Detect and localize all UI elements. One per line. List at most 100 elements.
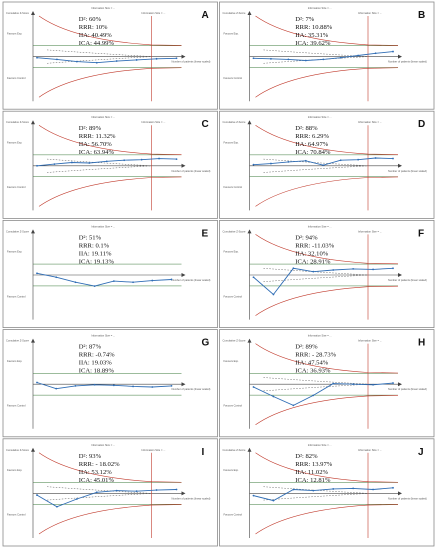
favours-bottom-label: Favours Control (7, 185, 26, 189)
x-axis-arrow (181, 54, 186, 59)
z-point (88, 162, 91, 164)
z-point (95, 491, 98, 494)
information-size-label: Information Size = ... (358, 339, 382, 343)
z-point (155, 57, 158, 60)
z-point (332, 488, 335, 490)
y-axis-arrow (247, 447, 252, 452)
z-point (36, 56, 38, 59)
cumz-label: Cumulative Z-Score (6, 120, 29, 124)
z-point (75, 60, 78, 63)
upper-monitoring-boundary (38, 15, 182, 46)
z-point (374, 157, 377, 159)
z-point (115, 489, 118, 492)
stat-iia: IIA: 64.97% (295, 141, 328, 148)
stat-d2: D²: 87% (79, 344, 102, 351)
favours-bottom-label: Favours Control (7, 404, 26, 408)
stat-ica: ICA: 70.84% (295, 149, 331, 156)
z-point (132, 281, 134, 284)
upper-monitoring-boundary (38, 452, 182, 483)
z-point (170, 278, 173, 281)
stat-rrr: RRR: 11.32% (79, 133, 116, 140)
x-axis-arrow (398, 382, 402, 387)
z-point (56, 58, 58, 61)
favours-bottom-label: Favours Control (224, 404, 243, 408)
z-point (322, 58, 325, 61)
x-axis-arrow (398, 491, 402, 496)
z-point (36, 164, 38, 167)
futility-boundary-lower (263, 165, 369, 173)
y-axis-arrow (247, 120, 252, 125)
z-point (53, 163, 56, 166)
cumz-label: Cumulative Z-Score (223, 448, 246, 452)
z-curve (36, 489, 177, 508)
panel-e: Information Size = ... Cumulative Z-Score… (2, 219, 218, 328)
panel-d: Information Size = ... Cumulative Z-Score… (219, 110, 435, 219)
z-point (332, 382, 335, 385)
information-size-label: Information Size = ... (142, 448, 166, 452)
favours-bottom-label: Favours Control (224, 185, 243, 189)
x-axis-title: Number of patients (linear scaled) (388, 169, 427, 173)
z-point (252, 163, 255, 166)
z-point (74, 384, 77, 387)
upper-monitoring-boundary (255, 452, 399, 483)
z-point (312, 489, 315, 492)
futility-boundary-upper (263, 49, 369, 57)
z-point (339, 159, 342, 162)
cumz-label: Cumulative Z-Score (223, 11, 246, 15)
stat-ica: ICA: 28.91% (295, 258, 331, 265)
panel-top-caption: Information Size = ... (91, 224, 115, 228)
x-axis-title: Number of patients (linear scaled) (172, 278, 211, 282)
x-axis-arrow (181, 163, 186, 168)
z-point (392, 50, 394, 53)
z-curve (253, 487, 394, 502)
y-axis-arrow (31, 338, 35, 343)
panel-frame (2, 1, 218, 110)
y-axis-arrow (31, 447, 35, 452)
z-point (93, 285, 96, 288)
panel-letter: B (418, 10, 425, 21)
stat-iia: IIA: 53.12% (79, 469, 112, 476)
panel-top-caption: Information Size = ... (308, 224, 332, 228)
information-size-label: Information Size = ... (142, 11, 166, 15)
z-point (357, 158, 360, 161)
favours-top-label: Favours Exp. (224, 141, 240, 145)
x-axis-arrow (398, 163, 402, 168)
upper-monitoring-boundary (38, 124, 182, 155)
z-curve (253, 382, 394, 406)
panel-a: Information Size = ... Cumulative Z-Score… (2, 1, 218, 110)
z-point (352, 267, 355, 270)
lower-monitoring-boundary (38, 176, 182, 207)
z-point (56, 505, 58, 508)
cumz-label: Cumulative Z-Score (6, 11, 29, 15)
stat-iia: IIA: 19.11% (79, 250, 112, 257)
panel-letter: J (418, 447, 424, 458)
upper-monitoring-boundary (255, 343, 399, 374)
stat-ica: ICA: 19.13% (79, 258, 115, 265)
futility-boundary-lower (263, 493, 369, 501)
z-point (140, 158, 143, 161)
upper-monitoring-boundary (255, 15, 399, 46)
panel-h: Information Size = ... Cumulative Z-Score… (219, 329, 435, 438)
stat-rrr: RRR: 0.1% (79, 242, 110, 249)
favours-bottom-label: Favours Control (224, 76, 243, 80)
z-point (95, 61, 98, 64)
z-point (123, 159, 126, 162)
z-point (93, 383, 96, 386)
cumz-label: Cumulative Z-Score (223, 339, 246, 343)
favours-bottom-label: Favours Control (224, 513, 243, 517)
favours-bottom-label: Favours Control (7, 294, 26, 298)
z-point (55, 387, 58, 390)
lower-monitoring-boundary (38, 67, 182, 98)
z-point (352, 487, 355, 490)
x-axis-arrow (181, 491, 186, 496)
panel-top-caption: Information Size = ... (308, 115, 332, 119)
favours-top-label: Favours Exp. (224, 359, 240, 363)
stat-ica: ICA: 36.93% (295, 368, 331, 375)
stat-rrr: RRR: -11.03% (295, 242, 334, 249)
z-point (252, 276, 255, 279)
panel-letter: C (202, 119, 209, 130)
z-point (55, 276, 58, 279)
z-point (339, 56, 342, 59)
stat-iia: IIA: 40.49% (79, 32, 112, 39)
panel-frame (2, 329, 218, 438)
